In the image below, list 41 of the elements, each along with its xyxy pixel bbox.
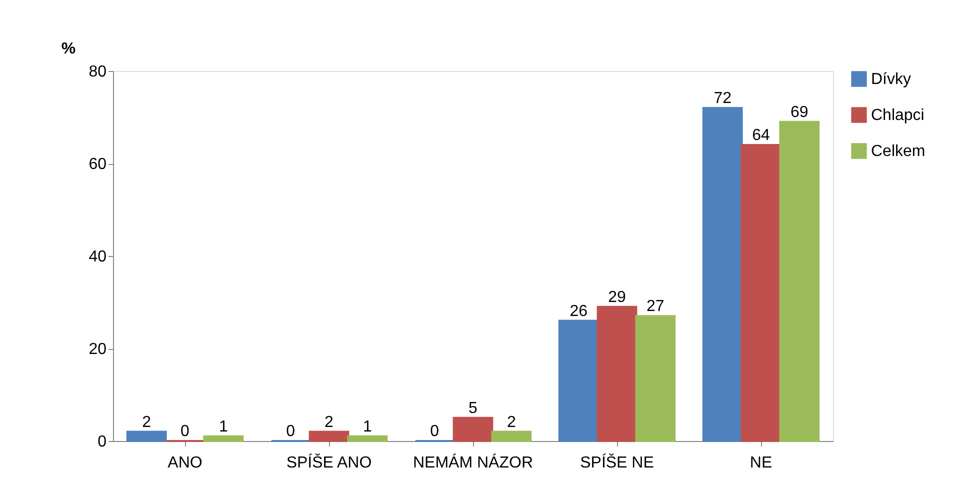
data-label: 2	[142, 414, 152, 431]
y-tick-label: 40	[88, 248, 107, 266]
data-label: 0	[286, 423, 296, 440]
x-tick-label: ANO	[168, 454, 202, 472]
y-tick-label: 20	[88, 341, 107, 358]
data-label: 72	[714, 90, 732, 107]
x-tick-label: NE	[750, 454, 772, 472]
data-label: 26	[570, 302, 588, 320]
data-label: 0	[180, 423, 190, 440]
legend-label: Chlapci	[871, 107, 924, 124]
bar	[596, 306, 638, 442]
bar	[308, 430, 350, 442]
bar	[779, 120, 820, 442]
bar	[126, 430, 167, 442]
bar	[203, 435, 244, 442]
data-label: 2	[324, 414, 334, 431]
bar	[347, 435, 388, 442]
data-label: 5	[468, 400, 478, 417]
data-label: 27	[646, 298, 664, 316]
bar	[452, 416, 494, 442]
x-tick-label: NEMÁM NÁZOR	[413, 454, 533, 472]
data-label: 29	[608, 288, 626, 306]
bar	[740, 144, 782, 442]
y-tick-label: 0	[98, 434, 107, 450]
bar	[491, 430, 532, 442]
bar	[702, 107, 743, 442]
data-label: 2	[506, 414, 516, 431]
x-tick-label: SPÍŠE ANO	[286, 454, 372, 472]
legend-label: Dívky	[871, 71, 911, 88]
y-tick-label: 60	[88, 156, 107, 173]
legend-label: Celkem	[871, 143, 926, 160]
bar	[635, 315, 676, 442]
bar	[558, 320, 599, 442]
data-label: 0	[430, 423, 440, 440]
data-label: 1	[218, 418, 228, 436]
x-tick-label: SPÍŠE NE	[580, 454, 654, 472]
y-tick-label: 80	[88, 64, 107, 80]
y-axis-title: %	[61, 40, 76, 58]
data-label: 64	[752, 127, 770, 144]
data-label: 69	[790, 104, 808, 121]
data-label: 1	[362, 418, 372, 436]
